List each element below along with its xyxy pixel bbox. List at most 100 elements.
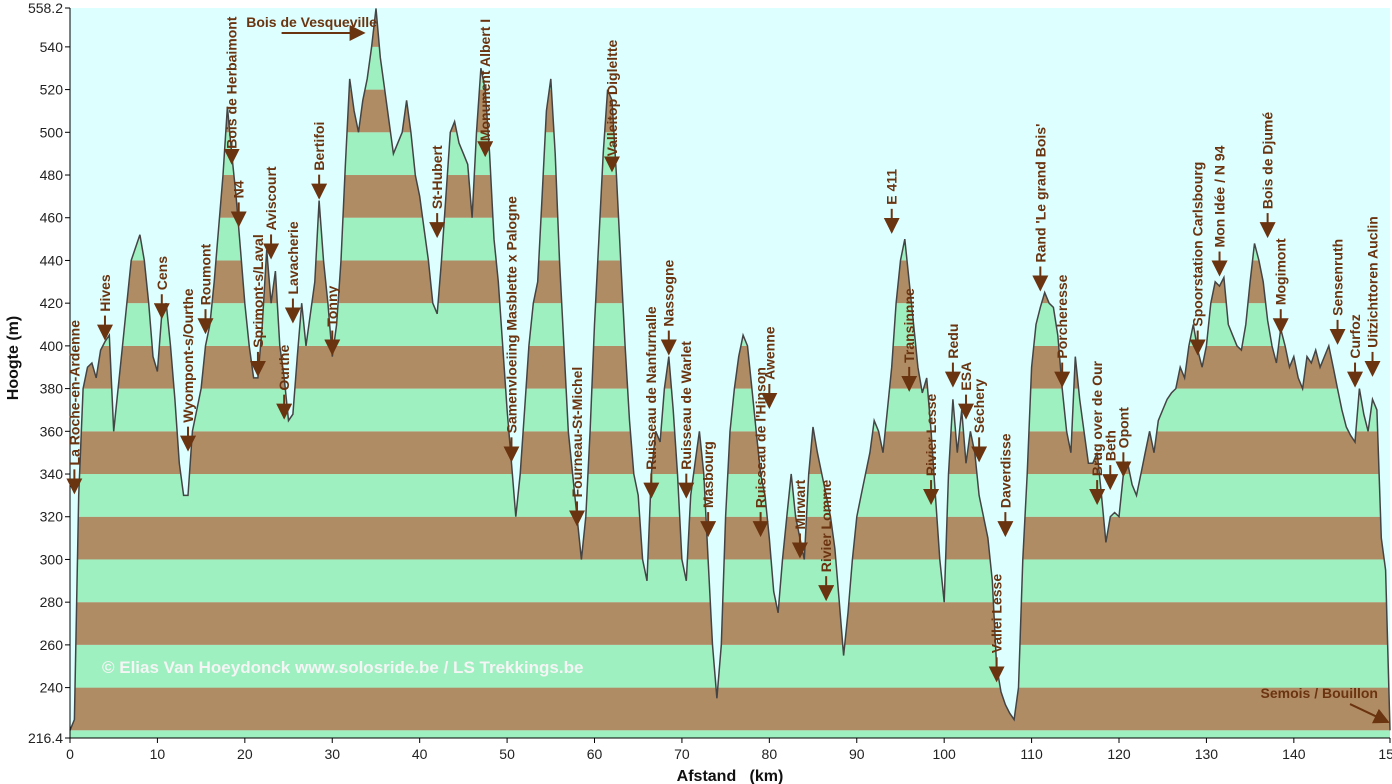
y-tick-label: 380 (40, 381, 64, 397)
annotation-label: Bois de Herbaimont (224, 16, 240, 149)
annotations: La Roche-en-Ardenne Hives Cens Wyompont-s/O… (66, 14, 1390, 724)
annotation: Mon Idée / N 94 (1212, 145, 1228, 277)
annotation-label: Roumont (197, 243, 213, 305)
annotation: Aviscourt (263, 166, 279, 260)
annotation-label: Monument Albert I (477, 19, 493, 141)
annotation-label: Spoorstation Carlsbourg (1190, 162, 1206, 327)
annotation: La Roche-en-Ardenne (66, 320, 82, 495)
annotation-label: Ourthe (276, 345, 292, 391)
annotation-label: Aviscourt (263, 166, 279, 230)
x-tick-label: 90 (849, 746, 865, 762)
annotation: Ourthe (276, 345, 292, 420)
annotation-label: Awenne (761, 326, 777, 380)
annotation-label: Transinnne (901, 288, 917, 363)
x-tick-label: 30 (324, 746, 340, 762)
annotation-label: Rand 'Le grand Bois' (1032, 124, 1048, 263)
annotation: N4 (231, 180, 247, 228)
annotation: Curfoz (1347, 314, 1364, 388)
y-tick-label: 280 (40, 594, 64, 610)
annotation-label: Lavacherie (285, 221, 301, 294)
annotation-label: Masbourg (700, 441, 716, 508)
annotation: Opont (1115, 407, 1131, 478)
annotation-label: Vallei Lesse (989, 574, 1005, 654)
annotation-label: Valleitop Digleltte (604, 40, 620, 157)
annotation: Rivier Lomme (818, 479, 834, 602)
x-tick-label: 130 (1195, 746, 1219, 762)
annotation-label: N4 (231, 180, 247, 198)
annotation-label: Nassogne (661, 259, 677, 326)
x-tick-label: 20 (237, 746, 253, 762)
elevation-band (70, 474, 1390, 517)
y-tick-label: 480 (40, 167, 64, 183)
annotation-label: Samenvloeiing Masblette x Palogne (504, 196, 520, 434)
annotation: Roumont (197, 243, 213, 335)
annotation: Fourneau-St-Michel (569, 367, 586, 527)
annotation: Semois / Bouillon (1261, 685, 1390, 724)
annotation-label: Hives (97, 274, 113, 312)
annotation: ESA (958, 362, 974, 420)
annotation: Samenvloeiing Masblette x Palogne (503, 196, 520, 463)
annotation: Spoorstation Carlsbourg (1190, 162, 1206, 356)
annotation: Beth (1102, 430, 1118, 491)
annotation: Mirwart (792, 479, 808, 559)
annotation: Daverdisse (997, 433, 1013, 538)
y-tick-label: 360 (40, 423, 64, 439)
annotation: Nassogne (661, 259, 677, 356)
annotation-label: Bois de Vesqueville (246, 14, 377, 30)
elevation-band (70, 644, 1390, 688)
x-tick-label: 151 (1378, 746, 1392, 762)
annotation: Sensenruth (1329, 239, 1346, 345)
y-tick-label: 340 (40, 466, 64, 482)
annotation: Transinnne (901, 288, 918, 392)
y-tick-label: 240 (40, 680, 64, 696)
annotation-label: Porcheresse (1054, 274, 1070, 358)
annotation-label: Mirwart (792, 479, 808, 529)
annotation: Ruisseau de Warlet (678, 341, 695, 499)
annotation-label: Mon Idée / N 94 (1212, 145, 1228, 247)
x-tick-label: 0 (66, 746, 74, 762)
annotation: E 411 (884, 169, 900, 234)
annotation-label: Beth (1102, 430, 1118, 461)
annotation: Bois de Djumé (1260, 112, 1276, 239)
x-tick-label: 60 (587, 746, 603, 762)
annotation-label: Sensenruth (1329, 239, 1345, 316)
y-axis-title: Hoogte (m) (5, 316, 22, 400)
annotation-label: Cens (154, 256, 170, 290)
y-tick-label: 500 (40, 124, 64, 140)
annotation-label: Mogimont (1273, 238, 1289, 305)
x-tick-label: 100 (932, 746, 956, 762)
y-tick-label: 540 (40, 39, 64, 55)
elevation-band (70, 687, 1390, 731)
annotation-label: Curfoz (1347, 314, 1363, 358)
elevation-profile-line (69, 8, 1391, 731)
annotation: Uitzichttoren Auclin (1365, 216, 1381, 377)
annotation-label: Rivier Lomme (818, 479, 834, 572)
annotation-label: Wyompont-s/Ourthe (180, 288, 196, 423)
annotation-label: Ruisseau de Warlet (678, 341, 694, 470)
annotation-label: Sprimont-s/Laval (250, 234, 266, 348)
annotation: Brug over de Our (1089, 360, 1105, 506)
annotation-label: ESA (958, 362, 974, 391)
annotation: Vallei Lesse (988, 574, 1005, 683)
annotation: Hives (96, 274, 113, 341)
x-tick-label: 50 (499, 746, 515, 762)
x-tick-label: 40 (412, 746, 428, 762)
annotation: Sprimont-s/Laval (250, 234, 266, 377)
annotation: Monument Albert I (477, 19, 494, 158)
annotation: Mogimont (1273, 238, 1289, 335)
annotation-label: Semois / Bouillon (1261, 685, 1378, 701)
annotation-label: Séchery (971, 379, 987, 434)
annotation-label: Daverdisse (997, 433, 1013, 508)
y-tick-label: 260 (40, 637, 64, 653)
x-tick-label: 80 (762, 746, 778, 762)
annotation: Rand 'Le grand Bois' (1032, 124, 1049, 292)
elevation-band (70, 516, 1390, 560)
annotation: Porcheresse (1054, 274, 1070, 388)
annotation: Valleitop Digleltte (603, 40, 620, 173)
annotation-label: La Roche-en-Ardenne (66, 320, 82, 466)
y-tick-label: 460 (40, 210, 64, 226)
annotation: Rivier Lesse (923, 393, 940, 506)
annotation: Awenne (761, 326, 777, 409)
annotation: Bois de Vesqueville (246, 14, 377, 41)
